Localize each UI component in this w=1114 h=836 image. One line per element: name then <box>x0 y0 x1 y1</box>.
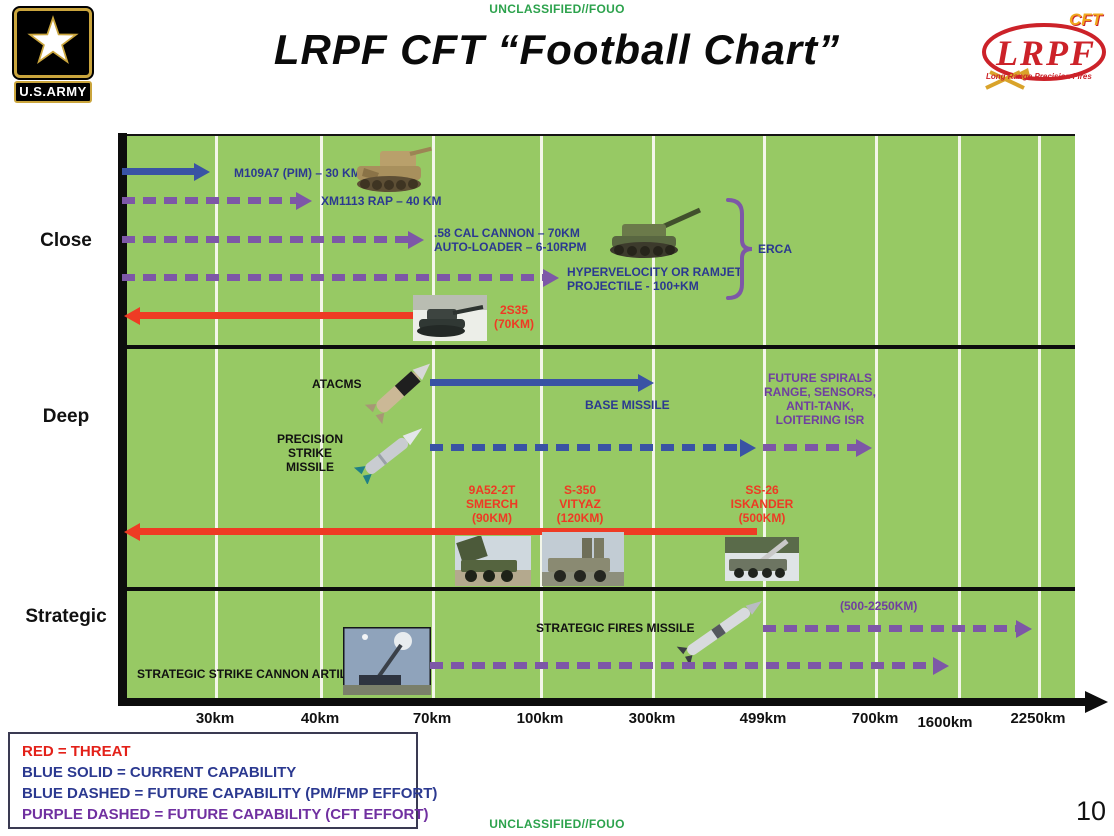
x-tick-2250km: 2250km <box>1010 710 1066 727</box>
legend-item-threat: RED = THREAT <box>22 743 131 760</box>
erca-label: ERCA <box>758 242 793 256</box>
classification-banner-bottom: UNCLASSIFIED//FOUO <box>489 817 625 831</box>
future-spirals-label: FUTURE SPIRALS RANGE, SENSORS, ANTI-TANK… <box>763 371 877 427</box>
atacms-label: ATACMS <box>312 377 362 391</box>
atacms-base-missile-arrow <box>430 373 654 392</box>
army-logo-text: U.S.ARMY <box>14 81 92 103</box>
deep-strategic-divider <box>127 587 1075 591</box>
gridline <box>540 136 543 698</box>
m109a7-label: M109A7 (PIM) – 30 KM <box>234 166 361 180</box>
hypervelocity-future-capability-arrow <box>122 268 559 287</box>
lrpf-cft-logo: CFT LRPF Long Range Precision Fires <box>980 10 1108 98</box>
ss26-threat-label: SS-26 ISKANDER (500KM) <box>730 483 794 525</box>
strategic-fires-missile-label: STRATEGIC FIRES MISSILE <box>536 621 695 635</box>
gridline <box>1038 136 1041 698</box>
gridline <box>215 136 218 698</box>
psm-future-spirals-arrow <box>763 438 872 457</box>
precision-strike-missile-label: PRECISION STRIKE MISSILE <box>276 432 343 474</box>
close-deep-divider <box>127 345 1075 349</box>
xm1113-label: XM1113 RAP – 40 KM <box>321 194 442 208</box>
smerch-threat-label: 9A52-2T SMERCH (90KM) <box>465 483 518 525</box>
gridline <box>652 136 655 698</box>
legend-item-future-pm-fmp: BLUE DASHED = FUTURE CAPABILITY (PM/FMP … <box>22 785 438 802</box>
strategic-fires-missile-image <box>676 601 762 665</box>
2s35-threat-label: 2S35 (70KM) <box>493 303 534 331</box>
gridline <box>958 136 961 698</box>
2s35-howitzer-image <box>413 295 487 341</box>
atacms-missile-image <box>364 363 431 425</box>
strategic-cannon-arrow <box>430 656 949 675</box>
hypervelocity-label: HYPERVELOCITY OR RAMJET PROJECTILE - 100… <box>567 265 742 293</box>
deep-threat-arrow <box>124 522 757 541</box>
us-army-logo: U.S.ARMY <box>14 8 92 103</box>
gridline <box>432 136 435 698</box>
row-label-close: Close <box>40 230 92 251</box>
gridline <box>875 136 878 698</box>
row-label-deep: Deep <box>42 406 90 427</box>
erca-howitzer-image <box>610 207 702 258</box>
x-tick-499km: 499km <box>739 710 787 727</box>
x-tick-1600km: 1600km <box>917 714 973 731</box>
x-axis-line <box>118 698 1085 706</box>
x-tick-70km: 70km <box>412 710 452 727</box>
legend-item-future-cft: PURPLE DASHED = FUTURE CAPABILITY (CFT E… <box>22 806 429 823</box>
star-icon <box>27 15 79 65</box>
precision-strike-missile-image <box>353 428 423 484</box>
x-tick-700km: 700km <box>851 710 899 727</box>
x-tick-40km: 40km <box>300 710 340 727</box>
football-outline-icon <box>982 23 1106 90</box>
chart-field <box>127 134 1075 698</box>
lrpf-name-text: LRPF <box>996 33 1097 73</box>
ss26-launcher-image <box>725 537 799 581</box>
m109a7-howitzer-image <box>357 146 432 192</box>
cal58-cannon-label: .58 CAL CANNON – 70KM AUTO-LOADER – 6-10… <box>434 226 587 254</box>
strategic-fires-missile-arrow <box>763 619 1032 638</box>
page-number: 10 <box>1075 796 1106 826</box>
lrpf-subtitle-text: Long Range Precision Fires <box>986 72 1092 81</box>
x-tick-100km: 100km <box>516 710 564 727</box>
row-label-strategic: Strategic <box>25 606 107 627</box>
strategic-range-label: (500-2250KM) <box>840 599 918 613</box>
x-tick-30km: 30km <box>195 710 235 727</box>
x-axis-arrowhead-icon <box>1085 691 1108 713</box>
gridline <box>763 136 766 698</box>
y-axis-line <box>118 133 127 706</box>
lrpf-cft-text: CFT <box>1068 10 1102 29</box>
legend-box: RED = THREAT BLUE SOLID = CURRENT CAPABI… <box>8 732 438 829</box>
cal58-cannon-future-capability-arrow <box>122 230 424 249</box>
base-missile-label: BASE MISSILE <box>585 398 670 412</box>
s350-threat-label: S-350 VITYAZ (120KM) <box>556 483 604 525</box>
page-title: LRPF CFT “Football Chart” <box>273 26 841 73</box>
army-star-icon <box>14 8 92 78</box>
gridline <box>320 136 323 698</box>
erca-bracket-icon <box>726 198 753 300</box>
m109a7-current-capability-arrow <box>122 162 210 181</box>
2s35-threat-arrow <box>124 306 417 325</box>
smerch-launcher-image <box>455 536 531 586</box>
s350-launcher-image <box>542 532 624 586</box>
crossed-cannons-icon <box>985 70 1025 90</box>
legend-item-current-capability: BLUE SOLID = CURRENT CAPABILITY <box>22 764 297 781</box>
strategic-cannon-label: STRATEGIC STRIKE CANNON ARTILLERY <box>137 667 379 681</box>
classification-banner-top: UNCLASSIFIED//FOUO <box>489 2 625 16</box>
xm1113-future-capability-arrow <box>122 191 312 210</box>
strategic-cannon-image <box>343 627 431 695</box>
x-tick-300km: 300km <box>628 710 676 727</box>
psm-future-capability-arrow <box>430 438 756 457</box>
